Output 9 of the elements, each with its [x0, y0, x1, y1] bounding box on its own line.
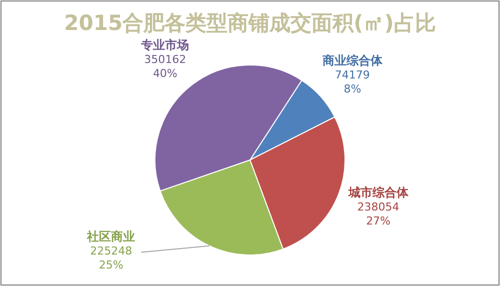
slice-label: 商业综合体 — [321, 53, 384, 68]
slice-label: 社区商业 — [86, 229, 136, 244]
data-label: 238054 27% — [357, 200, 400, 228]
slice-label: 城市综合体 — [347, 186, 410, 200]
data-label: 74179 8% — [334, 68, 370, 96]
data-label: 225248 25% — [90, 244, 132, 272]
slice-label: 专业市场 — [140, 38, 190, 52]
data-label: 350162 40% — [144, 52, 186, 80]
chart-title: 2015合肥各类型商铺成交面积(㎡)占比 — [64, 11, 436, 35]
